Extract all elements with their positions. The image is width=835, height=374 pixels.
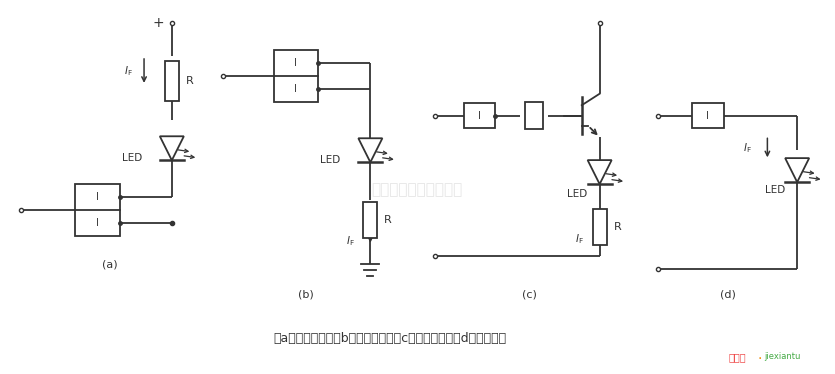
Bar xyxy=(593,209,606,245)
Text: （a）低端驱动；（b）高端驱动；（c）扩展驱动；（d）钳位驱动: （a）低端驱动；（b）高端驱动；（c）扩展驱动；（d）钳位驱动 xyxy=(274,332,507,345)
Polygon shape xyxy=(588,160,612,184)
Bar xyxy=(463,102,495,128)
Bar xyxy=(164,61,179,101)
Bar xyxy=(692,102,724,128)
Text: $I_{\rm F}$: $I_{\rm F}$ xyxy=(124,64,133,78)
Text: I: I xyxy=(96,192,99,202)
Text: LED: LED xyxy=(122,153,142,163)
Polygon shape xyxy=(358,138,382,162)
Text: I: I xyxy=(96,218,99,228)
Text: $I_{\rm F}$: $I_{\rm F}$ xyxy=(346,235,355,248)
Bar xyxy=(525,102,543,129)
Text: I: I xyxy=(706,111,709,120)
Bar xyxy=(75,184,119,236)
Polygon shape xyxy=(785,158,809,182)
Text: +: + xyxy=(152,16,164,30)
Text: R: R xyxy=(614,222,621,232)
Text: (a): (a) xyxy=(103,260,118,269)
Text: .: . xyxy=(757,348,762,362)
Bar xyxy=(274,50,318,102)
Text: I: I xyxy=(478,111,481,120)
Text: LED: LED xyxy=(321,155,341,165)
Text: 杭州将睿科技有限公司: 杭州将睿科技有限公司 xyxy=(372,183,463,197)
Bar xyxy=(363,202,377,237)
Text: 接线图: 接线图 xyxy=(729,352,746,362)
Text: $I_{\rm F}$: $I_{\rm F}$ xyxy=(742,141,752,155)
Text: (d): (d) xyxy=(720,289,736,299)
Text: jiexiantu: jiexiantu xyxy=(764,352,801,361)
Text: $I_{\rm F}$: $I_{\rm F}$ xyxy=(575,232,584,245)
Text: I: I xyxy=(295,84,297,94)
Polygon shape xyxy=(159,136,184,160)
Text: (b): (b) xyxy=(298,289,314,299)
Text: I: I xyxy=(295,58,297,68)
Text: LED: LED xyxy=(765,185,785,195)
Text: R: R xyxy=(384,215,392,225)
Text: (c): (c) xyxy=(522,289,537,299)
Text: LED: LED xyxy=(568,189,588,199)
Text: R: R xyxy=(185,76,194,86)
